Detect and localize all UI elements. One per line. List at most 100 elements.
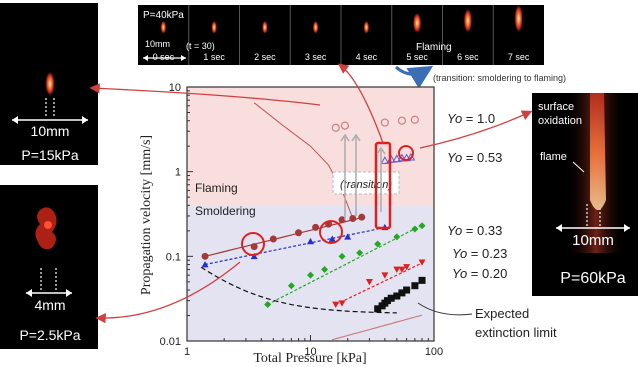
frame-glow <box>363 21 370 35</box>
frame-glow <box>261 21 268 35</box>
extinction-limit-line <box>200 266 397 314</box>
marker-square <box>411 282 419 290</box>
fit-line-open-circle <box>332 314 423 341</box>
marker-circle <box>269 235 277 243</box>
series-label-symbol: Yo <box>447 150 462 165</box>
marker-diamond <box>374 240 382 248</box>
marker-open-circle <box>331 123 340 132</box>
marker-square <box>374 305 382 313</box>
scale-label-15kpa: 10mm <box>31 123 70 139</box>
highlight-circle-60kpa <box>398 145 414 161</box>
transition-note: (transition: smoldering to flaming) <box>433 73 566 83</box>
marker-circle <box>250 243 258 251</box>
marker-circle <box>358 213 366 221</box>
marker-diamond <box>356 249 364 257</box>
sequence-flaming-label: Flaming <box>416 42 452 53</box>
frame-glow <box>312 21 319 35</box>
series-label: Yo = 0.33 <box>447 223 502 238</box>
marker-down-triangle <box>381 272 389 279</box>
series-label: Yo = 0.20 <box>452 266 507 281</box>
extinction-label-line2: extinction limit <box>475 325 557 340</box>
frame-time-label: 4 sec <box>356 52 378 62</box>
marker-diamond <box>287 282 295 290</box>
marker-down-triangle <box>338 300 346 307</box>
transition-box <box>332 171 400 195</box>
pressure-label-15kpa: P=15kPa <box>21 147 78 163</box>
marker-circle <box>312 223 320 231</box>
y-tick-label: 0.01 <box>160 336 181 348</box>
x-tick-label: 100 <box>425 346 443 358</box>
frame-time-label: 1 sec <box>203 52 225 62</box>
transition-label: (transition) <box>340 179 392 191</box>
frame-time-label: 7 sec <box>508 52 530 62</box>
marker-circle <box>201 252 209 260</box>
marker-diamond <box>264 300 272 308</box>
marker-square <box>418 276 426 284</box>
marker-open-triangle <box>392 154 402 163</box>
sequence-scale-label: 10mm <box>145 39 170 49</box>
frame-glow <box>412 13 422 35</box>
marker-down-triangle <box>398 266 406 273</box>
y-tick-label: 10 <box>169 82 181 94</box>
extinction-label-line1: Expected <box>475 306 529 321</box>
panel-2-5kpa: 4mm P=2.5kPa <box>0 185 98 349</box>
surface-label: surface <box>538 101 574 113</box>
flame-60kpa <box>590 93 606 210</box>
series-label-value: = 0.20 <box>467 266 507 281</box>
marker-down-triangle <box>332 301 340 308</box>
marker-square <box>393 292 401 300</box>
marker-down-triangle <box>418 259 426 266</box>
frame-glow <box>160 21 167 35</box>
marker-diamond <box>307 271 314 279</box>
frame-time-label: 0 sec <box>153 52 175 62</box>
series-label-value: = 1.0 <box>462 111 495 126</box>
marker-down-triangle <box>403 264 411 271</box>
series-label-symbol: Yo <box>452 246 467 261</box>
region-label-smoldering: Smoldering <box>195 204 256 218</box>
series-label-symbol: Yo <box>447 111 462 126</box>
frame-time-label: 3 sec <box>305 52 327 62</box>
fit-line-red <box>335 262 423 306</box>
series-label-symbol: Yo <box>447 223 462 238</box>
marker-triangle <box>307 237 314 245</box>
marker-square <box>398 289 406 297</box>
series-label: Yo = 1.0 <box>447 111 495 126</box>
annotation-arrows <box>89 63 533 324</box>
region-label-flaming: Flaming <box>195 181 238 195</box>
y-axis-title: Propagation velocity [mm/s] <box>139 135 154 295</box>
fit-line-green <box>267 224 423 306</box>
panel-15kpa: 10mm P=15kPa <box>0 3 98 165</box>
highlight-circle-15kpa <box>319 220 343 244</box>
fit-line-dark-red <box>204 217 362 257</box>
series-label: Yo = 0.53 <box>447 150 502 165</box>
sequence-pressure-label: P=40kPa <box>143 10 184 21</box>
frame-time-label: 2 sec <box>254 52 276 62</box>
sequence-t-note: (t = 30) <box>186 41 215 51</box>
x-tick-label: 10 <box>304 346 316 358</box>
marker-square <box>403 286 411 294</box>
marker-square <box>387 294 395 302</box>
marker-diamond <box>393 233 401 241</box>
marker-open-circle <box>410 115 419 124</box>
pressure-label-2-5kpa: P=2.5kPa <box>19 327 80 343</box>
highlight-circle-2-5kpa <box>241 232 265 256</box>
marker-triangle <box>201 261 209 268</box>
marker-open-circle <box>340 121 350 130</box>
fit-line-blue <box>204 227 386 266</box>
series-label: Yo = 0.23 <box>452 246 507 261</box>
marker-triangle <box>344 233 352 240</box>
marker-diamond <box>418 222 426 230</box>
marker-open-circle <box>397 116 407 125</box>
marker-down-triangle <box>365 279 373 286</box>
smolder-glow-15kpa <box>45 72 55 98</box>
marker-diamond <box>338 252 346 260</box>
series-label-value: = 0.53 <box>462 150 502 165</box>
marker-diamond <box>321 265 329 273</box>
frame-time-label: 6 sec <box>457 52 479 62</box>
oxidation-label: oxidation <box>538 115 582 127</box>
x-tick-label: 1 <box>184 346 190 358</box>
series-label-value: = 0.33 <box>462 223 502 238</box>
scale-label-2-5kpa: 4mm <box>34 297 65 313</box>
series-label-value: = 0.23 <box>467 246 507 261</box>
marker-diamond <box>411 225 419 233</box>
